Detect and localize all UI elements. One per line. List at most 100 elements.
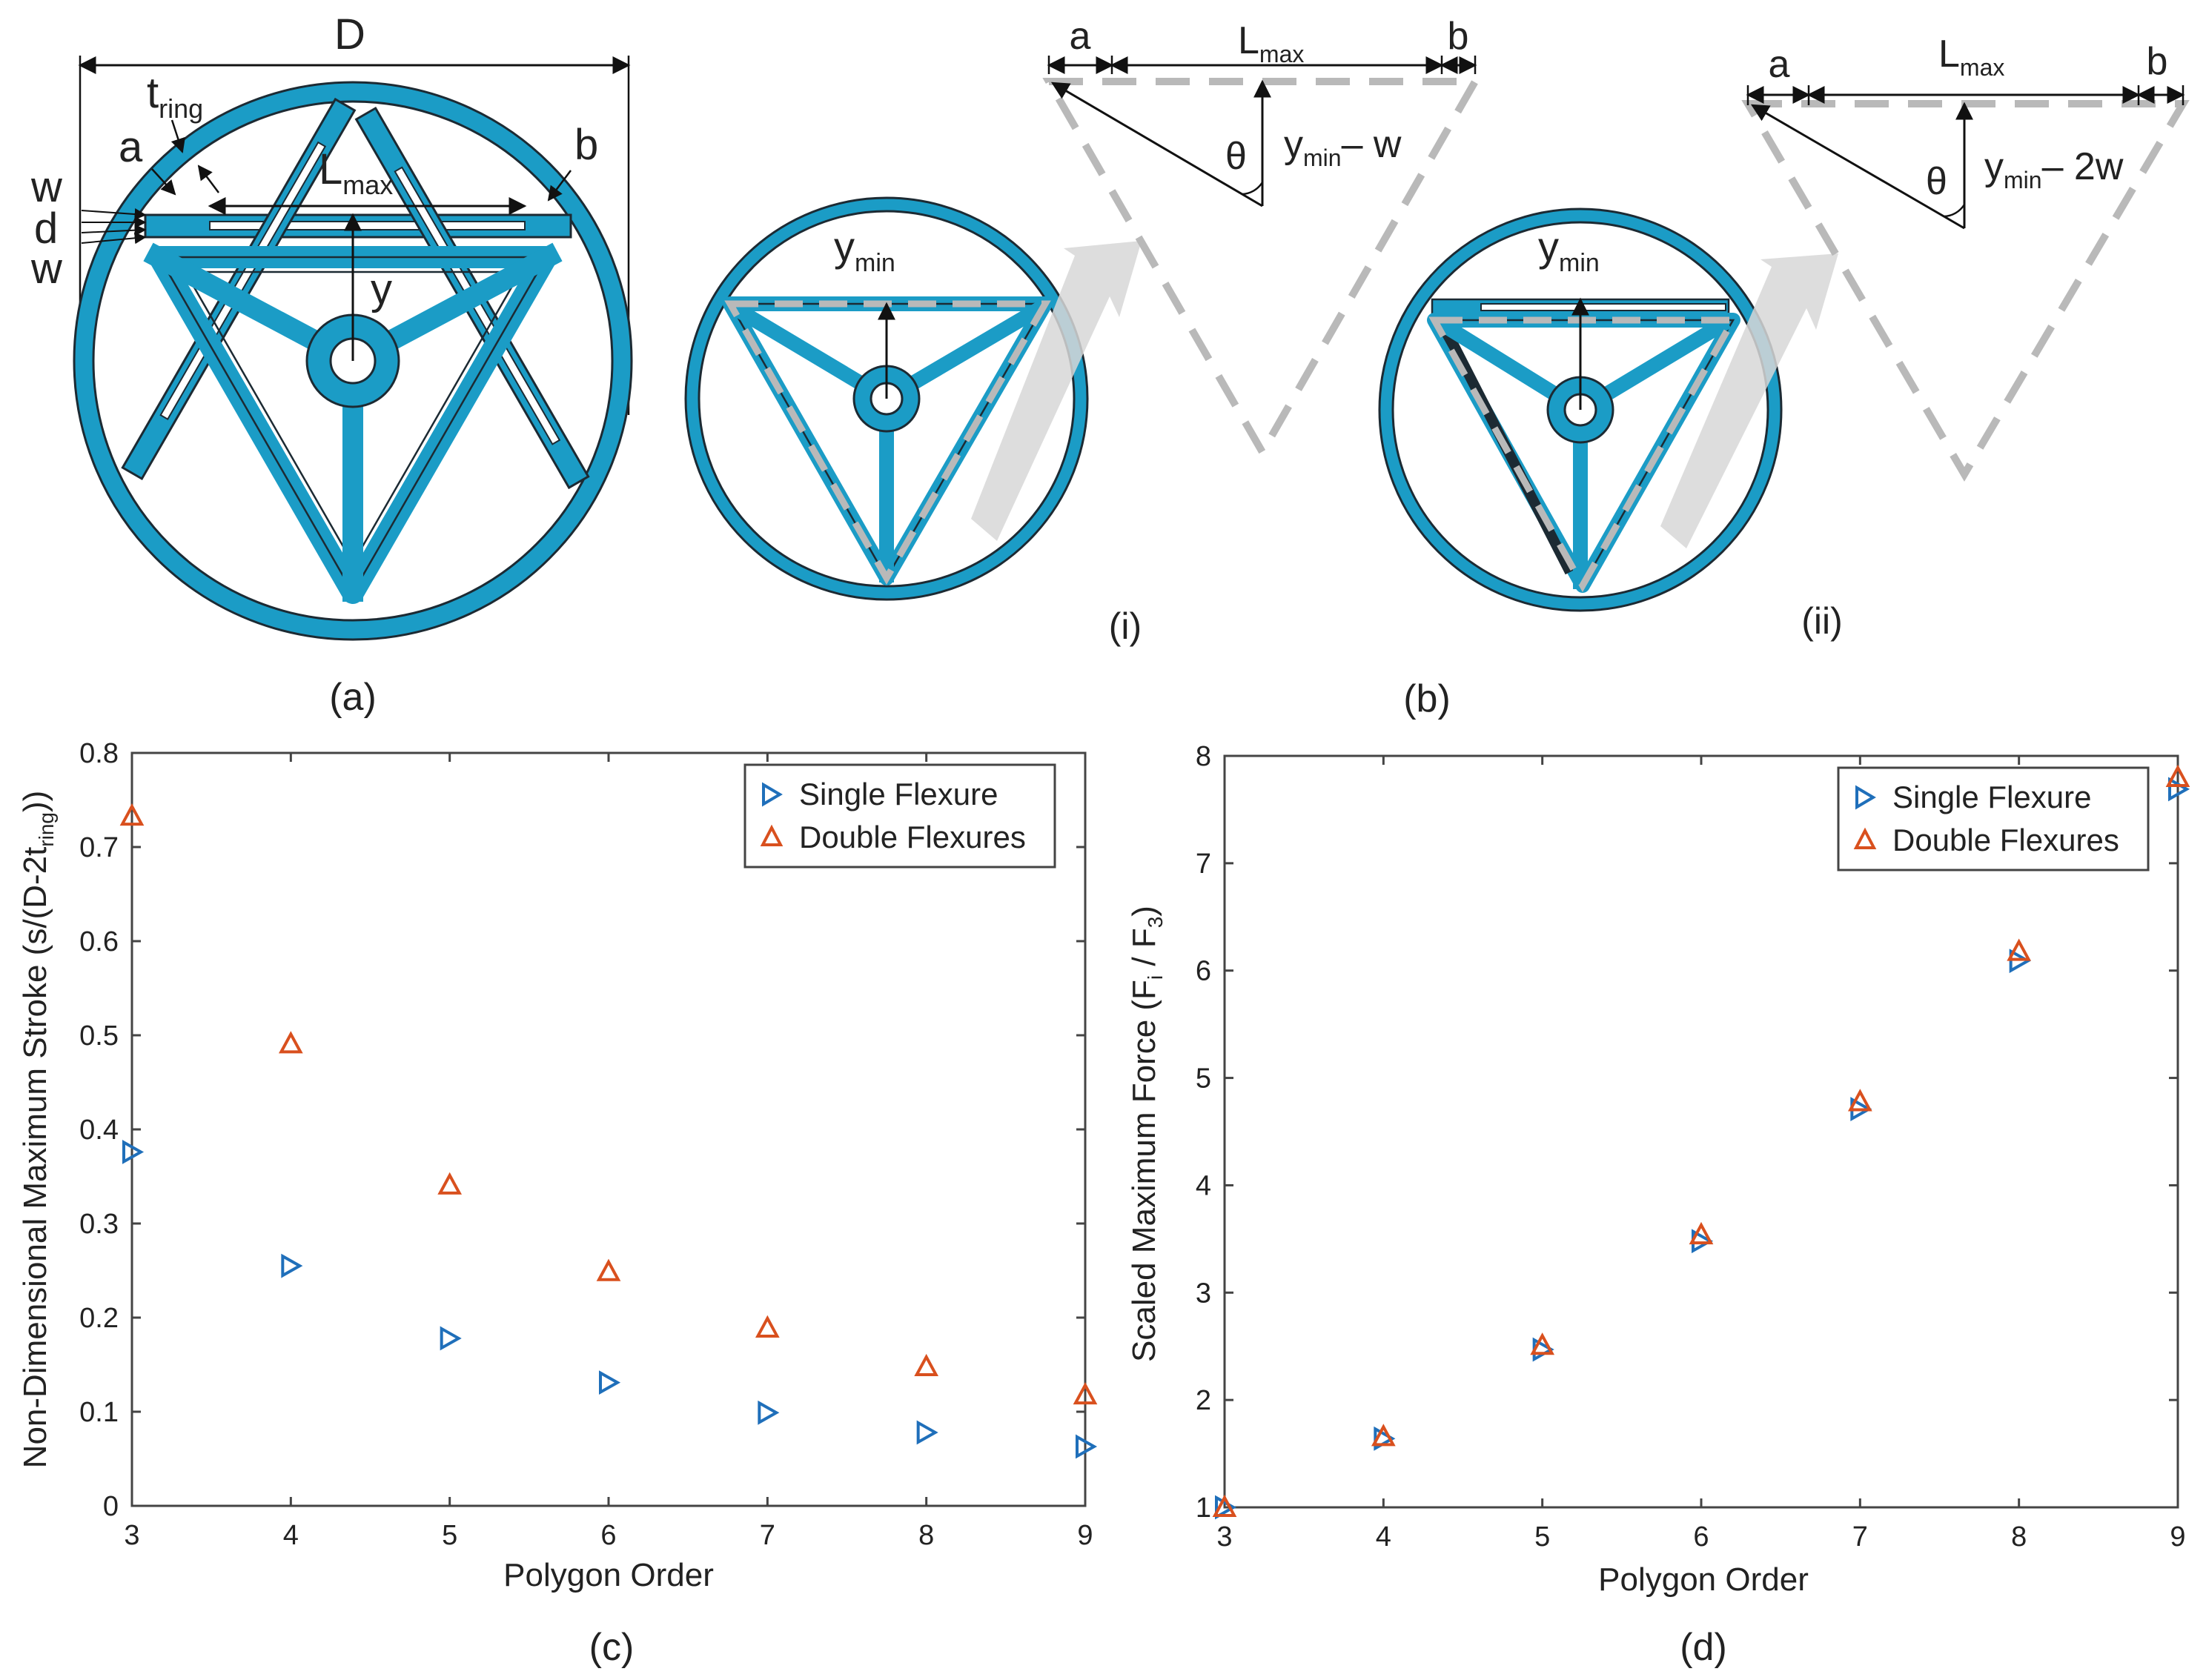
caption-d: (d) <box>1680 1626 1727 1669</box>
y-tick-label: 4 <box>1196 1170 1211 1201</box>
label-expr-i: ymin– w <box>1284 123 1402 171</box>
label-a-ii: a <box>1769 43 1790 86</box>
y-tick-label: 3 <box>1196 1278 1211 1309</box>
y-tick-label: 6 <box>1196 956 1211 987</box>
point-double-7 <box>1847 1089 1872 1112</box>
label-i: (i) <box>1109 605 1142 647</box>
chart-d-legend: Single Flexure Double Flexures <box>1837 766 2150 871</box>
y-tick-label: 0.3 <box>79 1209 119 1240</box>
outer-ring <box>74 82 632 640</box>
legend-d-double-label: Double Flexures <box>1892 823 2119 857</box>
x-tick-label: 3 <box>124 1520 139 1551</box>
point-double-8 <box>914 1353 939 1377</box>
point-double-9 <box>2165 764 2190 787</box>
zoom-triangle-i <box>1042 78 1482 460</box>
label-ymin-ii: ymin <box>1538 223 1600 277</box>
point-single-9 <box>1076 1434 1098 1459</box>
x-tick-label: 5 <box>442 1520 457 1551</box>
point-single-7 <box>758 1400 780 1425</box>
label-ymin-i: ymin <box>834 223 895 277</box>
label-y: y <box>371 265 392 313</box>
legend-c-single-marker <box>762 782 783 807</box>
diagram-b-i: ymin a Lmax b θ ymin– w (i) <box>684 15 1482 647</box>
label-w-top: w <box>30 163 63 211</box>
diagram-a: D Lmax y <box>30 10 633 719</box>
y-tick-label: 5 <box>1196 1063 1211 1095</box>
legend-c-double-label: Double Flexures <box>799 820 1026 854</box>
label-tring: tring <box>147 69 203 124</box>
x-tick-label: 9 <box>2170 1521 2185 1553</box>
point-double-3 <box>119 803 145 826</box>
y-tick-label: 2 <box>1196 1385 1211 1416</box>
y-tick-label: 7 <box>1196 849 1211 880</box>
y-tick-label: 1 <box>1196 1493 1211 1524</box>
point-double-6 <box>596 1258 621 1281</box>
point-single-3 <box>122 1140 145 1164</box>
label-lmax: Lmax <box>319 145 393 200</box>
label-a: a <box>119 123 143 171</box>
legend-c-single-label: Single Flexure <box>799 777 998 811</box>
chart-c-ylabel: Non-Dimensional Maximum Stroke (s/(D-2tr… <box>17 791 58 1469</box>
diagram-b-ii: ymin a Lmax b θ ymin– 2w (ii) (b) <box>1378 33 2190 720</box>
dashed-triangle-ii <box>1428 316 1739 593</box>
chart-c-legend: Single Flexure Double Flexures <box>743 763 1056 869</box>
zoom-arrow-ii <box>1660 253 1838 548</box>
chart-d-xlabel: Polygon Order <box>1598 1561 1809 1598</box>
y-tick-label: 0.1 <box>79 1397 119 1428</box>
label-d-gap: d <box>34 205 58 253</box>
y-tick-label: 0.6 <box>79 926 119 957</box>
caption-a: (a) <box>329 676 377 719</box>
ring-ii <box>1380 210 1781 610</box>
point-double-9 <box>1073 1381 1098 1405</box>
point-double-5 <box>1530 1332 1555 1355</box>
chart-d-ylabel: Scaled Maximum Force (Fi / F3) <box>1126 906 1167 1362</box>
label-theta-ii: θ <box>1926 160 1947 203</box>
point-double-3 <box>1212 1494 1237 1517</box>
y-tick-label: 0.5 <box>79 1020 119 1052</box>
caption-b: (b) <box>1403 677 1451 720</box>
x-tick-label: 7 <box>760 1520 775 1551</box>
y-tick-label: 8 <box>1196 741 1211 772</box>
point-double-6 <box>1689 1221 1714 1245</box>
point-single-8 <box>916 1420 938 1445</box>
point-single-3 <box>1215 1495 1237 1520</box>
chart-d: 3 4 5 6 7 8 9 1 2 3 4 5 6 7 8 Polygon Order Scaled Max… <box>1126 741 2190 1669</box>
label-d: D <box>334 10 365 59</box>
chart-c: 3 4 5 6 7 8 9 0 0.1 0.2 0.3 0.4 0.5 0.6 0.7 0.8 Polygon… <box>17 738 1098 1669</box>
point-single-5 <box>440 1326 462 1351</box>
legend-d-single-marker <box>1855 785 1876 810</box>
y-tick-label: 0.8 <box>79 738 119 769</box>
legend-d-single-label: Single Flexure <box>1892 780 2091 814</box>
label-lmax-ii: Lmax <box>1938 33 2004 81</box>
label-theta-i: θ <box>1225 135 1247 178</box>
label-ii: (ii) <box>1801 600 1843 642</box>
label-w-bottom: w <box>30 245 63 293</box>
point-double-8 <box>2007 938 2032 961</box>
x-tick-label: 6 <box>600 1520 616 1551</box>
legend-d-double-marker <box>1853 827 1877 849</box>
legend-c-double-marker <box>760 824 784 846</box>
label-b: b <box>574 121 598 169</box>
label-b-ii: b <box>2147 40 2168 83</box>
caption-c: (c) <box>589 1626 635 1669</box>
point-single-8 <box>2009 949 2031 974</box>
point-single-4 <box>281 1253 303 1278</box>
ring-i <box>686 199 1087 599</box>
chart-c-xlabel: Polygon Order <box>503 1557 714 1593</box>
zoom-arrow-i <box>971 241 1142 541</box>
y-tick-label: 0.4 <box>79 1115 119 1146</box>
point-double-5 <box>437 1172 463 1195</box>
x-tick-label: 4 <box>283 1520 299 1551</box>
x-tick-label: 8 <box>918 1520 934 1551</box>
x-tick-label: 7 <box>1852 1521 1868 1553</box>
x-tick-label: 8 <box>2011 1521 2027 1553</box>
x-tick-label: 4 <box>1376 1521 1391 1553</box>
label-a-i: a <box>1070 15 1091 58</box>
x-tick-label: 3 <box>1216 1521 1232 1553</box>
point-single-6 <box>599 1370 621 1395</box>
label-b-i: b <box>1448 15 1469 58</box>
label-lmax-i: Lmax <box>1238 19 1304 67</box>
point-double-7 <box>755 1315 780 1338</box>
y-tick-label: 0.2 <box>79 1303 119 1334</box>
